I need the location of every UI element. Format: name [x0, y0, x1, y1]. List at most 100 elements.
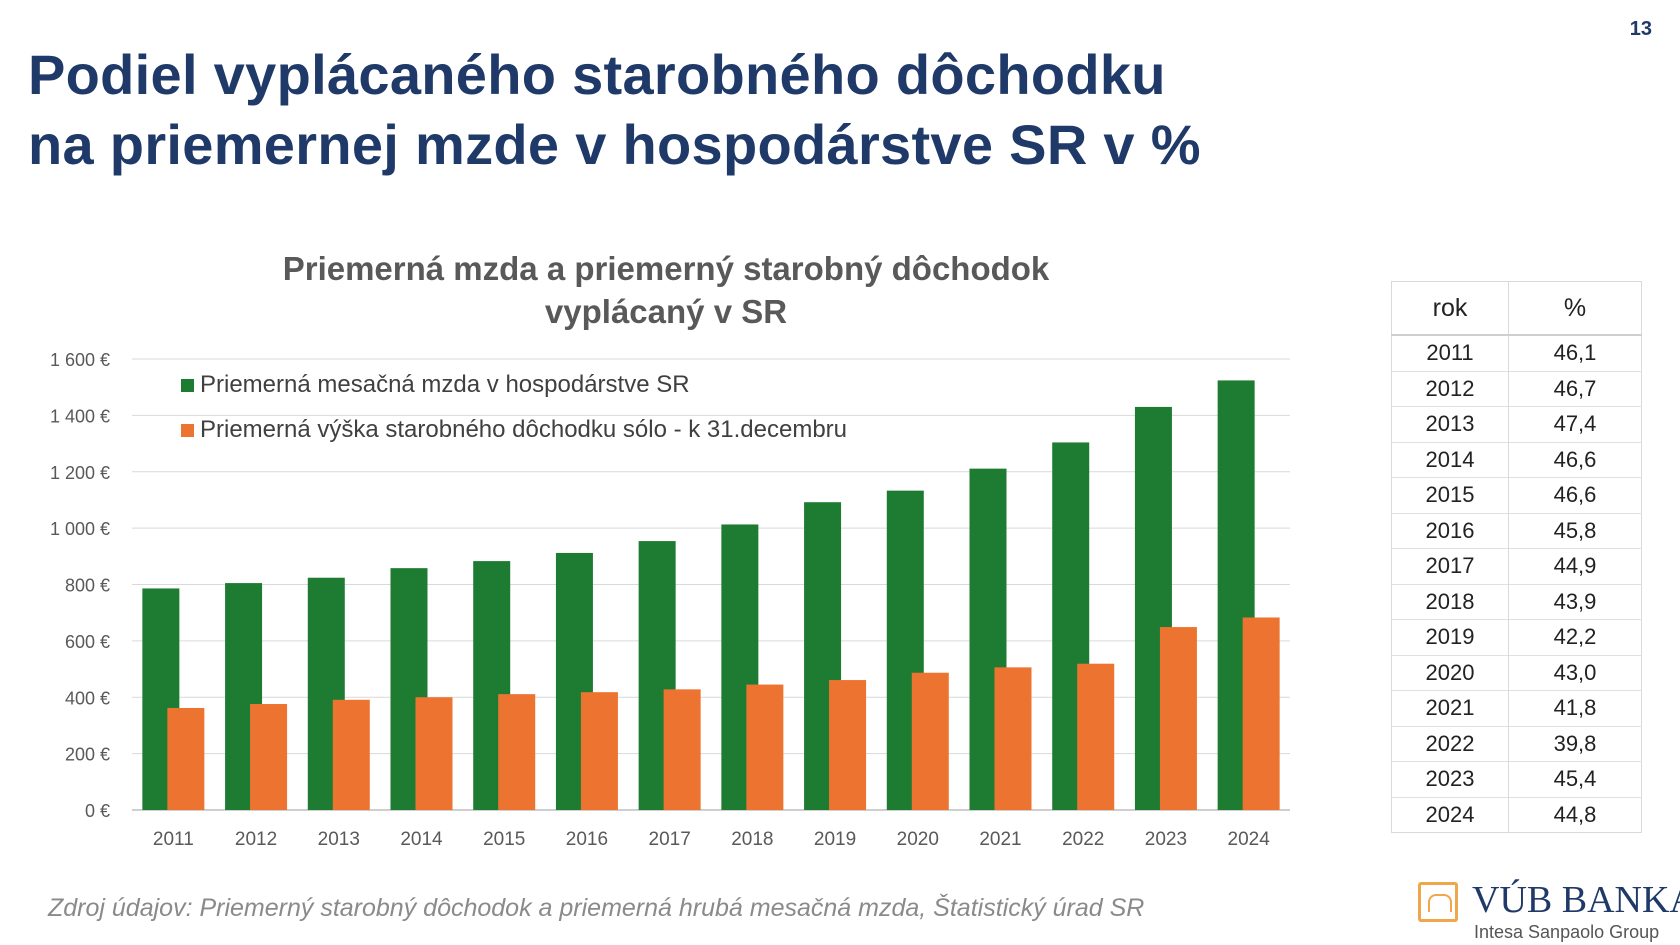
bar-pension: [167, 707, 205, 810]
bar-pension: [415, 697, 453, 810]
bar-pension: [994, 667, 1032, 810]
table-header-year: rok: [1391, 281, 1509, 336]
bars: [142, 380, 1280, 810]
x-tick-label: 2024: [1228, 829, 1271, 850]
table-cell-year: 2019: [1391, 619, 1509, 655]
x-tick-label: 2011: [153, 829, 194, 850]
table-cell-percent: 44,9: [1508, 548, 1642, 584]
table-cell-percent: 45,8: [1508, 512, 1642, 549]
table-cell-year: 2011: [1391, 334, 1509, 371]
table-cell-percent: 46,6: [1508, 441, 1642, 478]
y-tick-label: 400 €: [65, 688, 110, 708]
table-cell-percent: 41,8: [1508, 690, 1642, 726]
x-tick-label: 2023: [1145, 829, 1187, 850]
chart-title-line-1: Priemerná mzda a priemerný starobný dôch…: [283, 250, 1050, 287]
bar-pension: [498, 694, 536, 810]
logo-subtitle: Intesa Sanpaolo Group: [1474, 922, 1660, 942]
x-tick-label: 2022: [1062, 829, 1104, 850]
table-cell-percent: 46,6: [1508, 477, 1642, 513]
y-tick-label: 1 200 €: [50, 463, 110, 483]
table-cell-percent: 47,4: [1508, 406, 1642, 442]
y-tick-label: 0 €: [85, 801, 110, 821]
y-tick-label: 600 €: [65, 632, 110, 652]
page-title-line-1: Podiel vyplácaného starobného dôchodku: [28, 43, 1166, 106]
table-row: 2016 45,8: [1391, 512, 1642, 549]
table-cell-percent: 45,4: [1508, 761, 1642, 797]
table-cell-year: 2023: [1391, 761, 1509, 797]
table-row: 2012 46,7: [1391, 370, 1642, 407]
y-tick-label: 800 €: [65, 576, 110, 596]
x-axis: 2011 2012 2013 2014 2015 2016 2017 2018 2019 2020…: [153, 829, 1270, 850]
table-row: 2021 41,8: [1391, 690, 1642, 726]
table-cell-year: 2017: [1391, 548, 1509, 584]
table-cell-year: 2022: [1391, 725, 1509, 762]
table-cell-percent: 42,2: [1508, 619, 1642, 655]
x-tick-label: 2013: [318, 829, 360, 850]
source-note: Zdroj údajov: Priemerný starobný dôchodo…: [48, 894, 1145, 922]
bar-chart: Priemerná mzda a priemerný starobný dôch…: [50, 250, 1290, 850]
table-cell-percent: 43,9: [1508, 583, 1642, 620]
chart-title-line-2: vyplácaný v SR: [545, 293, 787, 330]
table-row: 2018 43,9: [1391, 583, 1642, 620]
table-row: 2017 44,9: [1391, 548, 1642, 584]
x-tick-label: 2021: [979, 829, 1021, 850]
y-axis: 0 € 200 € 400 € 600 € 800 € 1 000 € 1 200 € 1 4…: [50, 350, 110, 821]
legend-label: Priemerná mesačná mzda v hospodárstve SR: [200, 371, 690, 398]
table-cell-year: 2012: [1391, 370, 1509, 407]
table-row: 2020 43,0: [1391, 654, 1642, 691]
bar-pension: [746, 684, 784, 810]
bar-pension: [1159, 627, 1197, 810]
legend: Priemerná mesačná mzda v hospodárstve SR…: [181, 371, 847, 443]
table-cell-percent: 46,7: [1508, 370, 1642, 407]
table-header-percent: %: [1508, 281, 1642, 336]
bar-pension: [829, 680, 867, 810]
bar-pension: [1242, 617, 1280, 810]
table-row: 2015 46,6: [1391, 477, 1642, 513]
legend-label: Priemerná výška starobného dôchodku sólo…: [200, 416, 847, 443]
bar-pension: [580, 692, 618, 810]
table-row: 2013 47,4: [1391, 406, 1642, 442]
table-cell-year: 2016: [1391, 512, 1509, 549]
table-cell-percent: 43,0: [1508, 654, 1642, 691]
table-cell-year: 2013: [1391, 406, 1509, 442]
table-cell-year: 2024: [1391, 796, 1509, 833]
page-title-line-2: na priemernej mzde v hospodárstve SR v %: [28, 113, 1201, 176]
y-tick-label: 200 €: [65, 745, 110, 765]
table-body: 2011 46,1 2012 46,7 2013 47,4 2014 46,6 2015 46,6…: [1391, 334, 1642, 833]
table-row: 2023 45,4: [1391, 761, 1642, 797]
table-cell-year: 2015: [1391, 477, 1509, 513]
logo-name: VÚB BANKA: [1472, 879, 1680, 921]
y-tick-label: 1 400 €: [50, 406, 110, 426]
table-row: 2014 46,6: [1391, 441, 1642, 478]
legend-swatch: [181, 424, 194, 437]
table-header-row: rok %: [1391, 281, 1642, 336]
table-row: 2022 39,8: [1391, 725, 1642, 762]
x-tick-label: 2015: [483, 829, 525, 850]
x-tick-label: 2016: [566, 829, 608, 850]
table-row: 2011 46,1: [1391, 334, 1642, 371]
bar-pension: [1077, 663, 1115, 810]
logo-mark-icon: [1418, 882, 1458, 922]
x-tick-label: 2012: [235, 829, 277, 850]
x-tick-label: 2019: [814, 829, 856, 850]
x-tick-label: 2017: [649, 829, 691, 850]
page-number: 13: [1629, 18, 1652, 40]
table-cell-year: 2020: [1391, 654, 1509, 691]
page-title: Podiel vyplácaného starobného dôchodku n…: [28, 40, 1201, 180]
table-cell-percent: 39,8: [1508, 725, 1642, 762]
table-row: 2024 44,8: [1391, 796, 1642, 833]
bar-pension: [250, 704, 288, 810]
legend-swatch: [181, 379, 194, 392]
y-tick-label: 1 000 €: [50, 519, 110, 539]
table-cell-year: 2014: [1391, 441, 1509, 478]
bar-pension: [663, 689, 701, 810]
bar-pension: [332, 699, 370, 810]
x-tick-label: 2018: [731, 829, 773, 850]
table-cell-year: 2021: [1391, 690, 1509, 726]
x-tick-label: 2014: [400, 829, 443, 850]
x-tick-label: 2020: [897, 829, 939, 850]
table-cell-year: 2018: [1391, 583, 1509, 620]
y-tick-label: 1 600 €: [50, 350, 110, 370]
table-row: 2019 42,2: [1391, 619, 1642, 655]
ratio-table: rok % 2011 46,1 2012 46,7 2013 47,4 2014 46,6 20…: [1391, 281, 1642, 833]
